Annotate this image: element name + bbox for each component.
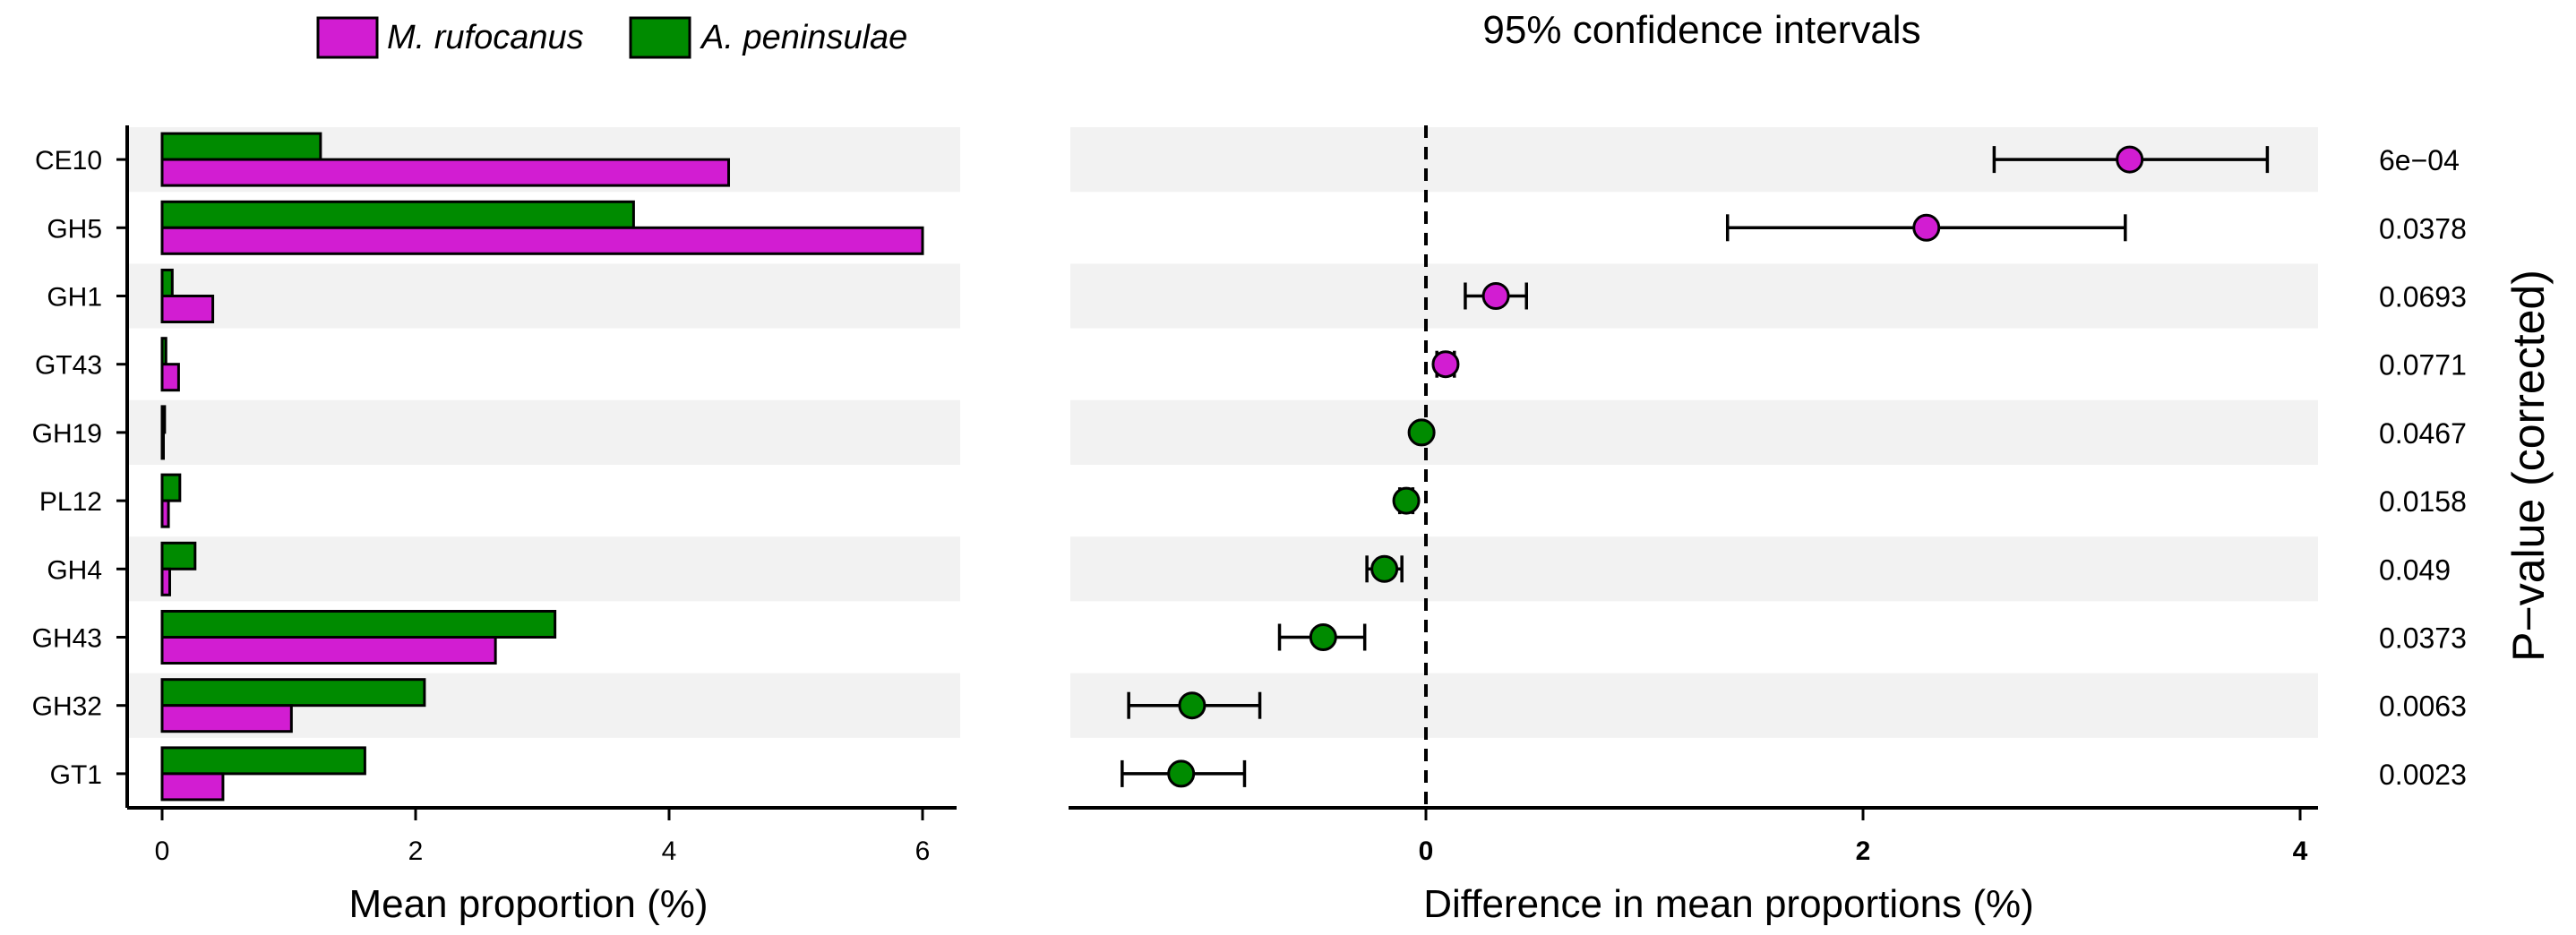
bar-pl12-a-peninsulae <box>160 473 182 502</box>
category-label-pl12: PL12 <box>39 487 102 517</box>
difference-panel: 0 2 4 Difference in mean proportions (%) <box>1069 125 2318 926</box>
category-label-gh32: GH32 <box>32 692 102 722</box>
right-x-tick-label-2: 2 <box>1856 836 1871 866</box>
left-x-tick-label-4: 4 <box>662 836 677 866</box>
bar-gt1-a-peninsulae <box>160 746 366 776</box>
legend-swatch-a-peninsulae <box>629 16 691 59</box>
category-label-ce10: CE10 <box>35 146 102 176</box>
p-value-ce10: 6e−04 <box>2379 144 2460 176</box>
p-value-gh32: 0.0063 <box>2379 691 2467 723</box>
category-labels: CE10 GH5 GH1 GT43 GH19 PL12 GH4 GH43 GH32 GT1 <box>32 146 127 790</box>
category-label-gt1: GT1 <box>50 760 102 790</box>
legend: M. rufocanus A. peninsulae <box>316 16 907 59</box>
p-value-gt1: 0.0023 <box>2379 759 2467 791</box>
mean-proportion-panel: CE10 GH5 GH1 GT43 GH19 PL12 GH4 GH43 GH32 GT1 0 2 4… <box>32 125 957 926</box>
ci-point-gt1 <box>1167 759 1196 788</box>
bar-gt1-m-rufocanus <box>160 772 225 802</box>
p-value-gt43: 0.0771 <box>2379 349 2467 382</box>
category-label-gh5: GH5 <box>47 214 102 244</box>
left-x-tick-label-0: 0 <box>155 836 170 866</box>
row-stripe-right-gh1 <box>1070 263 2318 329</box>
ci-point-gt43 <box>1431 350 1460 379</box>
bar-gt43-m-rufocanus <box>160 363 180 392</box>
bar-ce10-m-rufocanus <box>160 158 731 187</box>
row-stripe-left-gh19 <box>129 399 960 465</box>
bar-gh32-m-rufocanus <box>160 704 293 733</box>
bar-gh43-m-rufocanus <box>160 636 497 665</box>
right-x-axis-title: Difference in mean proportions (%) <box>1423 882 2034 926</box>
category-label-gh1: GH1 <box>47 283 102 313</box>
row-stripe-right-gh4 <box>1070 536 2318 602</box>
left-x-axis-title: Mean proportion (%) <box>348 882 708 926</box>
bar-gh1-m-rufocanus <box>160 295 215 323</box>
category-label-gt43: GT43 <box>35 351 102 381</box>
bar-pl12-m-rufocanus <box>160 499 170 528</box>
ci-point-gh43 <box>1309 623 1337 651</box>
bar-gh4-a-peninsulae <box>160 541 197 570</box>
bar-gh19-a-peninsulae <box>160 405 167 434</box>
right-x-tick-label-0: 0 <box>1419 836 1434 866</box>
category-label-gh4: GH4 <box>47 555 102 585</box>
p-value-gh19: 0.0467 <box>2379 417 2467 450</box>
category-label-gh19: GH19 <box>32 419 102 449</box>
p-value-gh4: 0.049 <box>2379 553 2451 586</box>
bar-gh5-m-rufocanus <box>160 226 924 255</box>
ci-point-ce10 <box>2116 145 2144 174</box>
legend-label-a-peninsulae: A. peninsulae <box>700 19 907 56</box>
p-value-axis-title: P−value (corrected) <box>2503 270 2554 662</box>
bar-gh4-m-rufocanus <box>160 567 171 596</box>
left-x-ticks: 0 2 4 6 <box>155 808 931 866</box>
p-value-gh1: 0.0693 <box>2379 281 2467 313</box>
bar-gh32-a-peninsulae <box>160 678 426 708</box>
bar-ce10-a-peninsulae <box>160 132 322 161</box>
row-stripe-right-gh19 <box>1070 399 2318 465</box>
ci-point-gh5 <box>1912 213 1941 242</box>
row-stripe-left-gh4 <box>129 536 960 602</box>
left-x-tick-label-2: 2 <box>408 836 424 866</box>
bar-gh43-a-peninsulae <box>160 610 557 639</box>
ci-point-gh19 <box>1407 418 1436 447</box>
ci-points-group <box>1121 145 2270 788</box>
p-value-pl12: 0.0158 <box>2379 485 2467 518</box>
category-label-gh43: GH43 <box>32 624 102 654</box>
bars-group <box>160 132 924 802</box>
row-stripe-left-gh1 <box>129 263 960 329</box>
ci-point-pl12 <box>1392 486 1421 515</box>
right-x-ticks: 0 2 4 <box>1419 808 2308 866</box>
legend-swatch-m-rufocanus <box>316 16 379 59</box>
row-stripe-right-gh32 <box>1070 673 2318 738</box>
legend-label-m-rufocanus: M. rufocanus <box>387 19 584 56</box>
bar-gt43-a-peninsulae <box>160 337 167 366</box>
bar-gh1-a-peninsulae <box>160 269 174 297</box>
ci-point-gh4 <box>1370 554 1399 583</box>
ci-panel-title: 95% confidence intervals <box>1482 8 1920 52</box>
ci-point-gh1 <box>1481 282 1510 310</box>
left-x-tick-label-6: 6 <box>915 836 931 866</box>
bar-gh19-m-rufocanus <box>160 431 165 460</box>
p-value-column: 6e−04 0.0378 0.0693 0.0771 0.0467 0.0158 0.049… <box>2379 144 2467 791</box>
p-value-gh5: 0.0378 <box>2379 212 2467 244</box>
right-x-tick-label-4: 4 <box>2293 836 2308 866</box>
ci-point-gh32 <box>1178 691 1206 720</box>
bar-gh5-a-peninsulae <box>160 200 635 229</box>
p-value-gh43: 0.0373 <box>2379 622 2467 655</box>
